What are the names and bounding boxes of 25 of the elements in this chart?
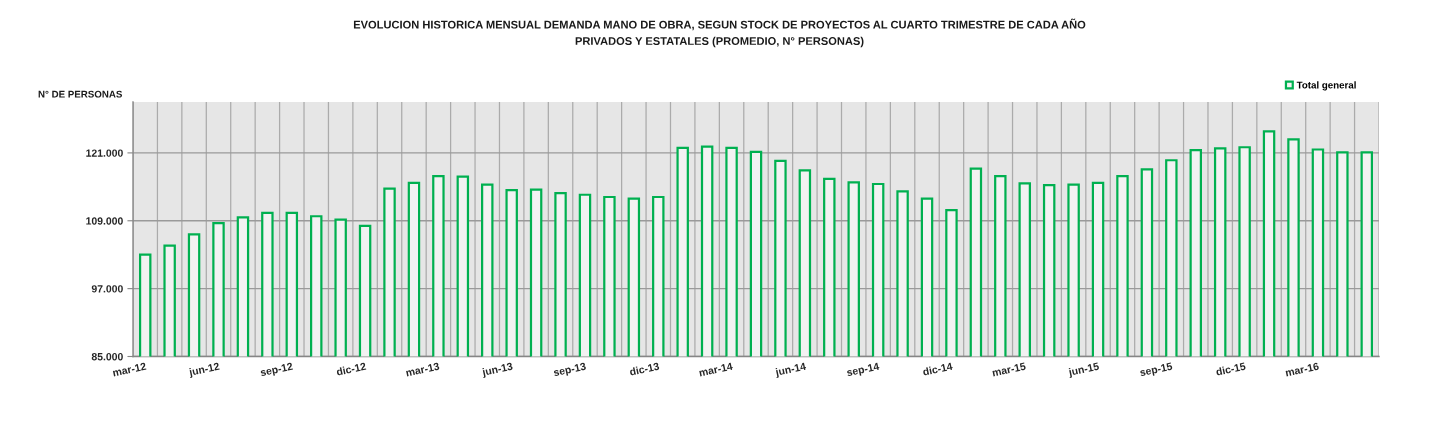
- y-axis-title: N° DE PERSONAS: [38, 90, 122, 98]
- x-tick-label: dic-13: [629, 362, 660, 376]
- x-tick-label: dic-14: [922, 362, 953, 376]
- chart-subtitle: PRIVADOS Y ESTATALES (PROMEDIO, N° PERSONAS): [575, 36, 864, 48]
- x-tick-label: dic-15: [1215, 362, 1246, 376]
- y-tick-label: 121.000: [86, 149, 123, 157]
- legend-label: Total general: [1296, 81, 1356, 91]
- x-tick-label: sep-13: [553, 362, 587, 379]
- x-tick-label: mar-16: [1285, 362, 1320, 377]
- y-tick-label: 85.000: [91, 353, 123, 361]
- x-tick-label: jun-12: [188, 362, 221, 378]
- y-tick-label: 109.000: [86, 217, 123, 225]
- y-tick-label: 97.000: [91, 285, 123, 293]
- x-tick-label: sep-15: [1139, 362, 1174, 379]
- x-tick-label: jun-14: [774, 362, 807, 378]
- x-tick-label: jun-15: [1067, 362, 1100, 378]
- x-tick-label: mar-15: [992, 362, 1027, 377]
- x-tick-label: dic-12: [336, 362, 367, 376]
- chart-title: EVOLUCION HISTORICA MENSUAL DEMANDA MANO DE OBRA, SEGUN STOCK DE PROYECTOS AL CUARTO TRIMESTRE DE CADA AÑO: [353, 18, 1086, 31]
- x-tick-label: mar-12: [112, 362, 147, 377]
- x-tick-label: sep-14: [846, 362, 881, 379]
- x-tick-label: mar-14: [698, 362, 734, 377]
- x-tick-label: mar-13: [405, 362, 440, 377]
- x-tick-label: jun-13: [481, 362, 514, 378]
- x-tick-label: sep-12: [259, 362, 294, 379]
